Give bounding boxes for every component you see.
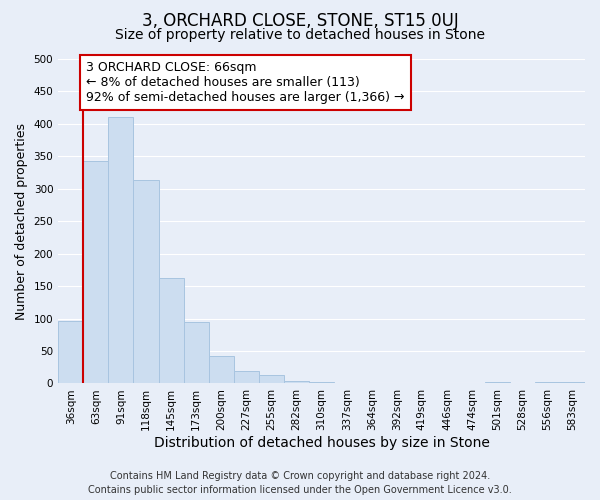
Bar <box>259 375 284 384</box>
X-axis label: Distribution of detached houses by size in Stone: Distribution of detached houses by size … <box>154 436 490 450</box>
Y-axis label: Number of detached properties: Number of detached properties <box>15 122 28 320</box>
Bar <box>309 382 334 384</box>
Bar <box>485 382 510 384</box>
Bar <box>83 161 109 384</box>
Bar <box>184 322 209 384</box>
Text: Size of property relative to detached houses in Stone: Size of property relative to detached ho… <box>115 28 485 42</box>
Text: Contains HM Land Registry data © Crown copyright and database right 2024.
Contai: Contains HM Land Registry data © Crown c… <box>88 471 512 495</box>
Bar <box>109 117 133 384</box>
Bar <box>535 382 560 384</box>
Bar <box>234 371 259 384</box>
Bar <box>133 180 158 384</box>
Text: 3 ORCHARD CLOSE: 66sqm
← 8% of detached houses are smaller (113)
92% of semi-det: 3 ORCHARD CLOSE: 66sqm ← 8% of detached … <box>86 61 404 104</box>
Bar <box>58 320 83 384</box>
Text: 3, ORCHARD CLOSE, STONE, ST15 0UJ: 3, ORCHARD CLOSE, STONE, ST15 0UJ <box>142 12 458 30</box>
Bar <box>284 381 309 384</box>
Bar <box>209 356 234 384</box>
Bar <box>560 382 585 384</box>
Bar <box>158 278 184 384</box>
